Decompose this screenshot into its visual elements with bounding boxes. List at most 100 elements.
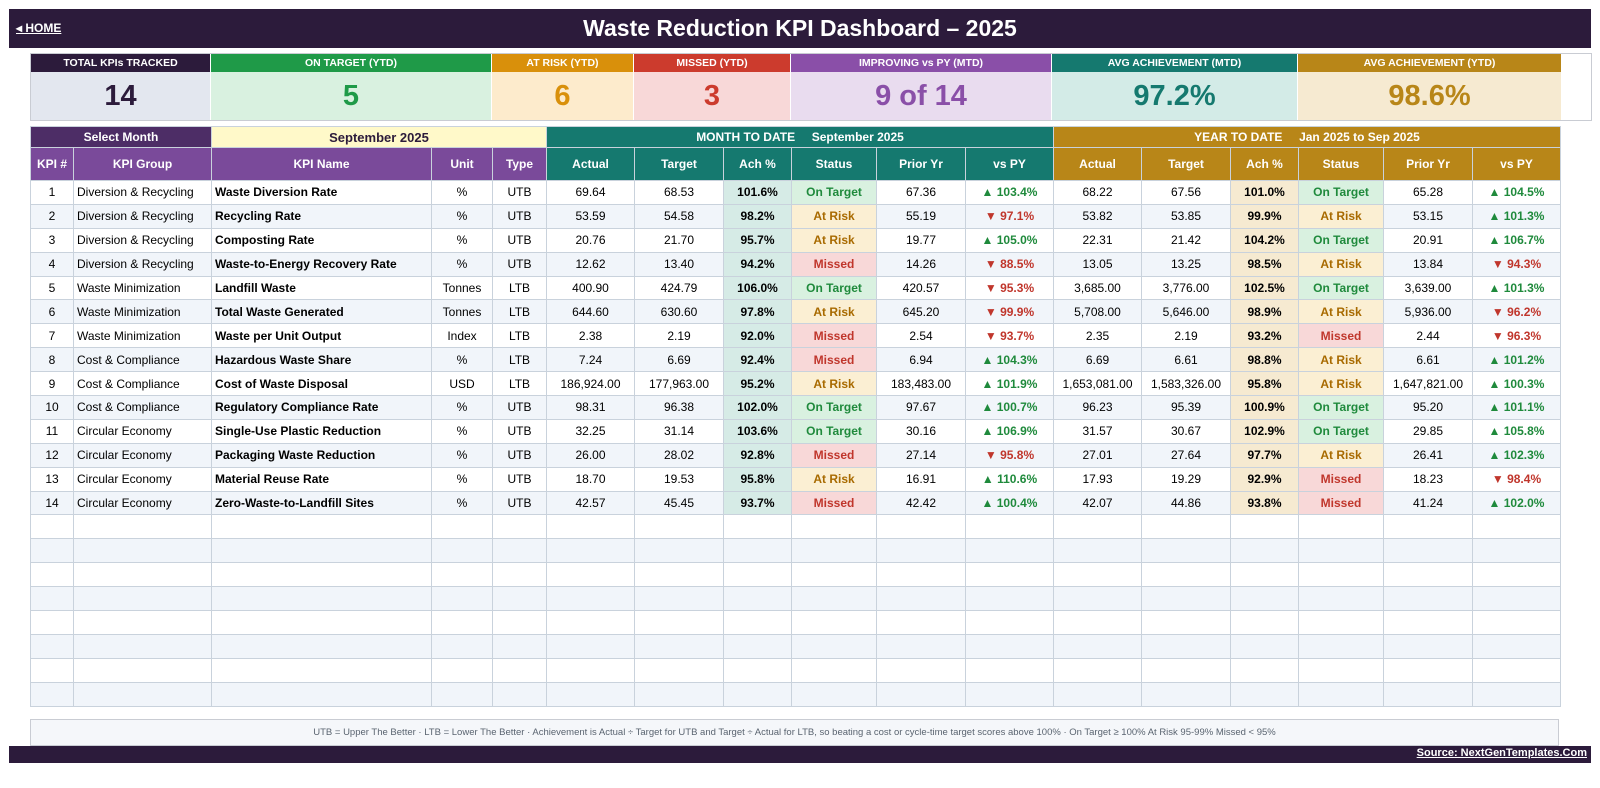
empty-cell bbox=[492, 633, 547, 659]
column-header: Prior Yr bbox=[1383, 147, 1473, 181]
kpi-card: TOTAL KPIs TRACKED 14 bbox=[31, 54, 211, 120]
empty-cell bbox=[791, 657, 877, 683]
column-header: Type bbox=[492, 147, 547, 181]
table-row: 11 Circular Economy Single-Use Plastic Red… bbox=[30, 418, 1561, 444]
table-cell: 67.36 bbox=[876, 180, 966, 205]
table-cell: Cost & Compliance bbox=[73, 347, 212, 373]
table-cell: At Risk bbox=[1298, 203, 1384, 229]
empty-cell bbox=[73, 633, 212, 659]
table-cell: 7.24 bbox=[546, 347, 635, 373]
table-cell: 68.53 bbox=[634, 180, 724, 205]
table-cell: At Risk bbox=[791, 466, 877, 492]
table-cell: Tonnes bbox=[431, 299, 493, 325]
table-row: 13 Circular Economy Material Reuse Rate% UT… bbox=[30, 466, 1561, 492]
empty-cell bbox=[431, 538, 493, 564]
table-cell: Waste Minimization bbox=[73, 299, 212, 325]
column-header: KPI Group bbox=[73, 147, 212, 181]
table-cell: 98.5% bbox=[1230, 251, 1299, 277]
page-title: Waste Reduction KPI Dashboard – 2025 bbox=[583, 15, 1017, 41]
table-cell: On Target bbox=[1298, 180, 1384, 205]
empty-cell bbox=[1383, 681, 1473, 707]
table-cell: 12.62 bbox=[546, 251, 635, 277]
table-cell: % bbox=[431, 395, 493, 420]
table-cell: 424.79 bbox=[634, 275, 724, 301]
table-cell: % bbox=[431, 347, 493, 373]
empty-cell bbox=[431, 586, 493, 612]
table-cell: 177,963.00 bbox=[634, 371, 724, 397]
table-cell: At Risk bbox=[791, 227, 877, 253]
table-cell: 3,776.00 bbox=[1141, 275, 1231, 301]
empty-cell bbox=[1141, 514, 1231, 540]
table-cell: Circular Economy bbox=[73, 466, 212, 492]
table-cell: Circular Economy bbox=[73, 418, 212, 444]
table-cell: Material Reuse Rate bbox=[211, 466, 432, 492]
table-cell: 1,583,326.00 bbox=[1141, 371, 1231, 397]
empty-cell bbox=[1472, 514, 1561, 540]
table-cell: 93.7% bbox=[723, 490, 792, 516]
table-row: 1 Diversion & Recycling Waste Diversion Ra… bbox=[30, 180, 1561, 205]
table-cell: 26.41 bbox=[1383, 442, 1473, 468]
table-cell: 97.7% bbox=[1230, 442, 1299, 468]
table-cell: 2.19 bbox=[1141, 323, 1231, 349]
table-cell: LTB bbox=[492, 347, 547, 373]
table-cell: On Target bbox=[1298, 275, 1384, 301]
table-cell: 31.14 bbox=[634, 418, 724, 444]
empty-row bbox=[30, 514, 1561, 540]
table-cell: 18.23 bbox=[1383, 466, 1473, 492]
ytd-band-period: Jan 2025 to Sep 2025 bbox=[1299, 130, 1420, 144]
empty-cell bbox=[1141, 610, 1231, 635]
table-cell: Waste Minimization bbox=[73, 275, 212, 301]
empty-cell bbox=[1298, 538, 1384, 564]
table-cell: 6.61 bbox=[1141, 347, 1231, 373]
table-cell: 92.9% bbox=[1230, 466, 1299, 492]
empty-cell bbox=[431, 633, 493, 659]
table-cell: 42.07 bbox=[1053, 490, 1142, 516]
table-cell: 26.00 bbox=[546, 442, 635, 468]
table-cell: % bbox=[431, 466, 493, 492]
empty-cell bbox=[876, 681, 966, 707]
column-header: Ach % bbox=[723, 147, 792, 181]
ytd-band: YEAR TO DATE Jan 2025 to Sep 2025 bbox=[1053, 126, 1561, 148]
table-cell: At Risk bbox=[1298, 347, 1384, 373]
column-header: Status bbox=[791, 147, 877, 181]
empty-cell bbox=[73, 610, 212, 635]
empty-cell bbox=[634, 681, 724, 707]
kpi-card: AVG ACHIEVEMENT (MTD) 97.2% bbox=[1052, 54, 1298, 120]
empty-cell bbox=[1141, 633, 1231, 659]
table-cell: On Target bbox=[1298, 227, 1384, 253]
table-cell: 93.2% bbox=[1230, 323, 1299, 349]
table-cell: ▲ 101.1% bbox=[1472, 395, 1561, 420]
ytd-band-label: YEAR TO DATE bbox=[1194, 130, 1283, 144]
table-cell: 183,483.00 bbox=[876, 371, 966, 397]
month-selector[interactable]: September 2025 bbox=[211, 126, 547, 148]
table-cell: ▲ 101.2% bbox=[1472, 347, 1561, 373]
table-cell: 30.67 bbox=[1141, 418, 1231, 444]
empty-cell bbox=[1230, 633, 1299, 659]
table-row: 5 Waste Minimization Landfill Waste Tonnes L… bbox=[30, 275, 1561, 301]
kpi-card-label: TOTAL KPIs TRACKED bbox=[31, 54, 210, 72]
kpi-card: ON TARGET (YTD) 5 bbox=[211, 54, 492, 120]
table-cell: On Target bbox=[791, 180, 877, 205]
table-cell: UTB bbox=[492, 466, 547, 492]
table-cell: ▼ 98.4% bbox=[1472, 466, 1561, 492]
empty-cell bbox=[431, 681, 493, 707]
empty-cell bbox=[791, 538, 877, 564]
empty-cell bbox=[1230, 538, 1299, 564]
table-row: 7 Waste Minimization Waste per Unit Output… bbox=[30, 323, 1561, 349]
empty-row bbox=[30, 562, 1561, 588]
home-link[interactable]: ◂ HOME bbox=[16, 21, 62, 35]
table-cell: ▲ 102.0% bbox=[1472, 490, 1561, 516]
empty-cell bbox=[876, 538, 966, 564]
table-cell: 68.22 bbox=[1053, 180, 1142, 205]
empty-cell bbox=[546, 562, 635, 588]
section-band-row: Select Month September 2025 MONTH TO DATE … bbox=[30, 126, 1561, 148]
empty-cell bbox=[431, 610, 493, 635]
table-cell: 65.28 bbox=[1383, 180, 1473, 205]
source-link[interactable]: Source: NextGenTemplates.Com bbox=[1416, 747, 1587, 759]
table-row: 10 Cost & Compliance Regulatory Compliance… bbox=[30, 395, 1561, 420]
table-cell: Missed bbox=[1298, 323, 1384, 349]
table-cell: 98.9% bbox=[1230, 299, 1299, 325]
table-cell: 6.94 bbox=[876, 347, 966, 373]
table-cell: At Risk bbox=[1298, 299, 1384, 325]
empty-cell bbox=[1230, 586, 1299, 612]
